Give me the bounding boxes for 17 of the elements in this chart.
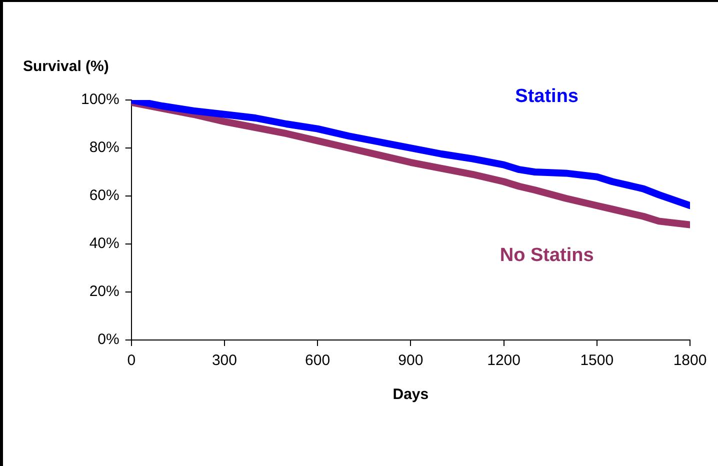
x-tick-label: 600 [305, 352, 330, 370]
text: Statins [515, 86, 579, 108]
y-axis-title: Survival (%) [23, 58, 109, 75]
x-tick-label: 1500 [580, 352, 614, 370]
y-tick-label: 0% [98, 331, 120, 348]
y-tick-label: 20% [89, 283, 120, 300]
x-tick-label: 300 [212, 352, 237, 370]
x-tick-label: 1800 [673, 352, 707, 370]
x-tick-label: 1200 [487, 352, 520, 370]
y-tick-label: 40% [89, 235, 120, 252]
x-tick-label: 900 [398, 352, 424, 370]
x-axis-title: Days [392, 386, 429, 404]
x-tick-label: 0 [127, 352, 136, 370]
text: No Statins [500, 245, 594, 266]
y-tick-label: 100% [80, 91, 120, 108]
y-tick-label: 60% [89, 187, 120, 204]
y-tick-label: 80% [89, 139, 120, 156]
